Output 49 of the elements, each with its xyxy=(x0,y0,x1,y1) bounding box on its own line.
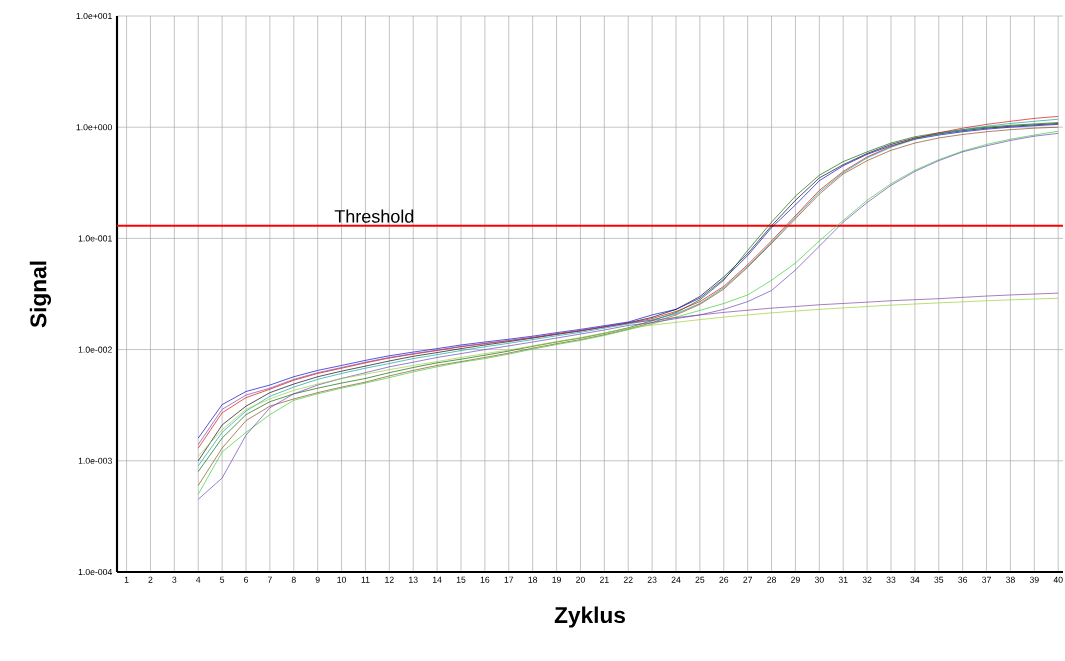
x-tick-label: 23 xyxy=(647,576,657,583)
x-tick-label: 13 xyxy=(409,576,418,583)
y-tick-label: 1.0e-002 xyxy=(78,346,112,353)
x-tick-label: 12 xyxy=(385,576,394,583)
x-tick-label: 21 xyxy=(599,576,609,583)
y-tick-label: 1.0e+001 xyxy=(76,12,112,20)
x-tick-label: 4 xyxy=(196,576,201,583)
x-tick-label: 33 xyxy=(886,576,896,583)
x-tick-label: 28 xyxy=(767,576,776,583)
x-tick-label: 31 xyxy=(838,576,848,583)
y-tick-label: 1.0e+000 xyxy=(76,124,112,131)
x-tick-label: 26 xyxy=(719,576,729,583)
x-tick-label: 1 xyxy=(124,576,129,583)
x-tick-label: 16 xyxy=(480,576,490,583)
x-tick-label: 6 xyxy=(244,576,249,583)
x-tick-label: 18 xyxy=(528,576,538,583)
x-tick-label: 3 xyxy=(172,576,177,583)
x-tick-label: 5 xyxy=(220,576,225,583)
x-tick-label: 15 xyxy=(456,576,466,583)
ref-line-label: Threshold xyxy=(334,209,414,223)
x-tick-label: 10 xyxy=(337,576,347,583)
x-tick-label: 19 xyxy=(552,576,561,583)
x-tick-label: 20 xyxy=(576,576,585,583)
x-tick-label: 38 xyxy=(1005,576,1015,583)
x-tick-label: 29 xyxy=(791,576,800,583)
x-tick-label: 37 xyxy=(982,576,991,583)
x-tick-label: 27 xyxy=(743,576,753,583)
x-tick-label: 11 xyxy=(361,576,370,583)
x-tick-label: 36 xyxy=(958,576,968,583)
x-tick-label: 14 xyxy=(432,576,442,583)
y-axis-title: Signal xyxy=(29,261,52,328)
x-tick-label: 32 xyxy=(862,576,872,583)
x-tick-label: 22 xyxy=(623,576,633,583)
x-tick-label: 2 xyxy=(148,576,153,583)
x-tick-label: 34 xyxy=(910,576,920,583)
x-tick-label: 7 xyxy=(267,576,272,583)
x-tick-label: 25 xyxy=(695,576,705,583)
y-tick-label: 1.0e-003 xyxy=(78,457,112,464)
x-tick-label: 24 xyxy=(671,576,681,583)
y-tick-label: 1.0e-001 xyxy=(78,235,112,242)
x-tick-label: 9 xyxy=(315,576,320,583)
x-tick-label: 35 xyxy=(934,576,944,583)
x-tick-label: 39 xyxy=(1029,576,1039,583)
x-tick-label: 40 xyxy=(1053,576,1063,583)
x-tick-label: 17 xyxy=(504,576,514,583)
x-axis-title: Zyklus xyxy=(554,606,625,628)
x-tick-label: 30 xyxy=(814,576,824,583)
x-tick-label: 8 xyxy=(291,576,296,583)
y-tick-label: 1.0e-004 xyxy=(78,568,113,576)
